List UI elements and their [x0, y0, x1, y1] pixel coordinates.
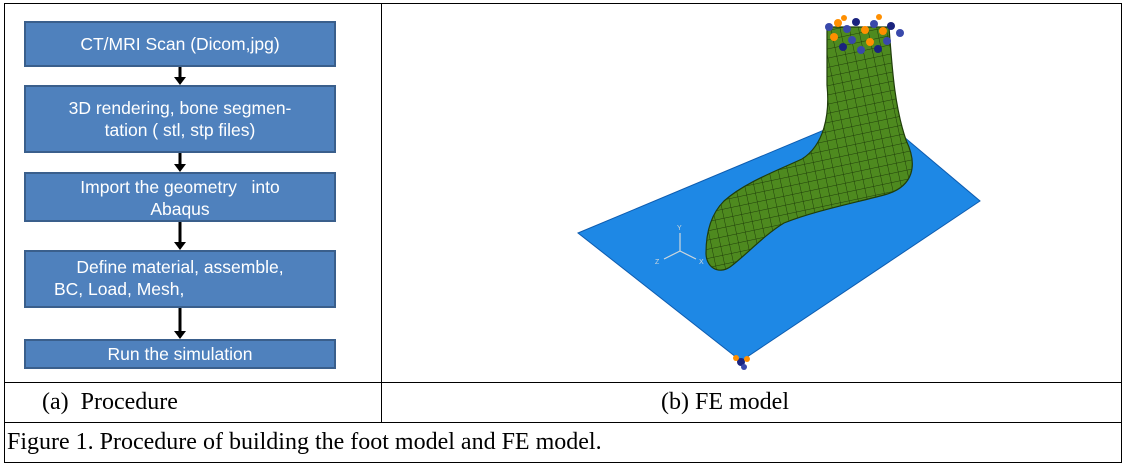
flow-arrow	[174, 222, 186, 250]
base-plate	[577, 109, 981, 362]
figure-caption: Figure 1. Procedure of building the foot…	[7, 429, 602, 455]
fe-model-illustration: Y X Z	[577, 14, 981, 370]
flow-arrow	[174, 153, 186, 172]
caption-fe-model: (b) FE model	[661, 389, 789, 415]
triad-label-y: Y	[677, 225, 682, 232]
triad-label-x: X	[699, 259, 704, 266]
flow-step-define-material: Define material, assemble, BC, Load, Mes…	[24, 250, 336, 308]
flow-step-3d-rendering: 3D rendering, bone segmen- tation ( stl,…	[24, 85, 336, 153]
column-divider	[381, 3, 382, 423]
ankle-boundary-markers	[825, 14, 904, 54]
figure-table	[4, 3, 1122, 463]
flow-step-text: Run the simulation	[107, 344, 253, 364]
flow-arrow	[174, 67, 186, 85]
coordinate-triad	[663, 233, 697, 260]
flow-step-text: BC, Load, Mesh,	[54, 279, 185, 299]
flow-step-text: CT/MRI Scan (Dicom,jpg)	[80, 34, 280, 54]
triad-label-z: Z	[655, 259, 660, 266]
flow-step-text: 3D rendering, bone segmen-	[68, 98, 292, 118]
flow-step-text: Define material, assemble,	[76, 257, 284, 277]
flow-step-run-simulation: Run the simulation	[24, 339, 336, 369]
flow-arrow	[174, 308, 186, 339]
foot-mesh	[705, 26, 913, 271]
row-divider-top	[4, 382, 1122, 383]
flow-step-text: tation ( stl, stp files)	[104, 120, 256, 140]
caption-procedure: (a) Procedure	[42, 389, 178, 415]
row-divider-bottom	[4, 422, 1122, 423]
flow-step-ct-scan: CT/MRI Scan (Dicom,jpg)	[24, 21, 336, 67]
plate-boundary-marker	[733, 355, 750, 370]
flow-step-text: Import the geometry into	[80, 177, 280, 197]
flow-step-import-geometry: Import the geometry into Abaqus	[24, 172, 336, 222]
flow-step-text: Abaqus	[150, 199, 210, 219]
